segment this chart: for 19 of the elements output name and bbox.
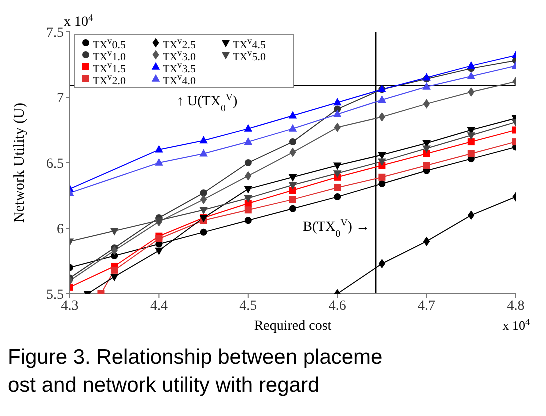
x-tick-label: 4.3 (61, 298, 79, 314)
text: x 10$^{4}$ (502, 317, 530, 333)
y-tick-label: 6.5 (46, 156, 64, 172)
ref-line-label: ↑ U(TX$_{0}$$^{V}$) (177, 92, 238, 114)
x-tick-label: 4.7 (418, 298, 436, 314)
caption: Figure 3. Relationship between placeme (8, 345, 384, 371)
y-tick-label: 7 (57, 91, 64, 106)
x-tick-label: 4.8 (507, 298, 525, 314)
x-axis-title: Required cost (254, 319, 332, 334)
y-tick-label: 5.5 (46, 288, 64, 303)
x-tick-label: 4.4 (150, 298, 168, 314)
x-tick-label: 4.5 (240, 298, 258, 314)
y-tick-label: 6 (57, 222, 64, 238)
text: ost and network utility with regard (8, 373, 321, 399)
x-tick-label: 4.6 (328, 298, 346, 314)
text: x 10$^{4}$ (64, 12, 94, 30)
y-axis-title: Network Utility (U) (12, 103, 28, 223)
y-tick-label: 7.5 (46, 26, 64, 41)
ref-line-label: B(TX$_{0}$$^{V}$) → (303, 218, 370, 240)
